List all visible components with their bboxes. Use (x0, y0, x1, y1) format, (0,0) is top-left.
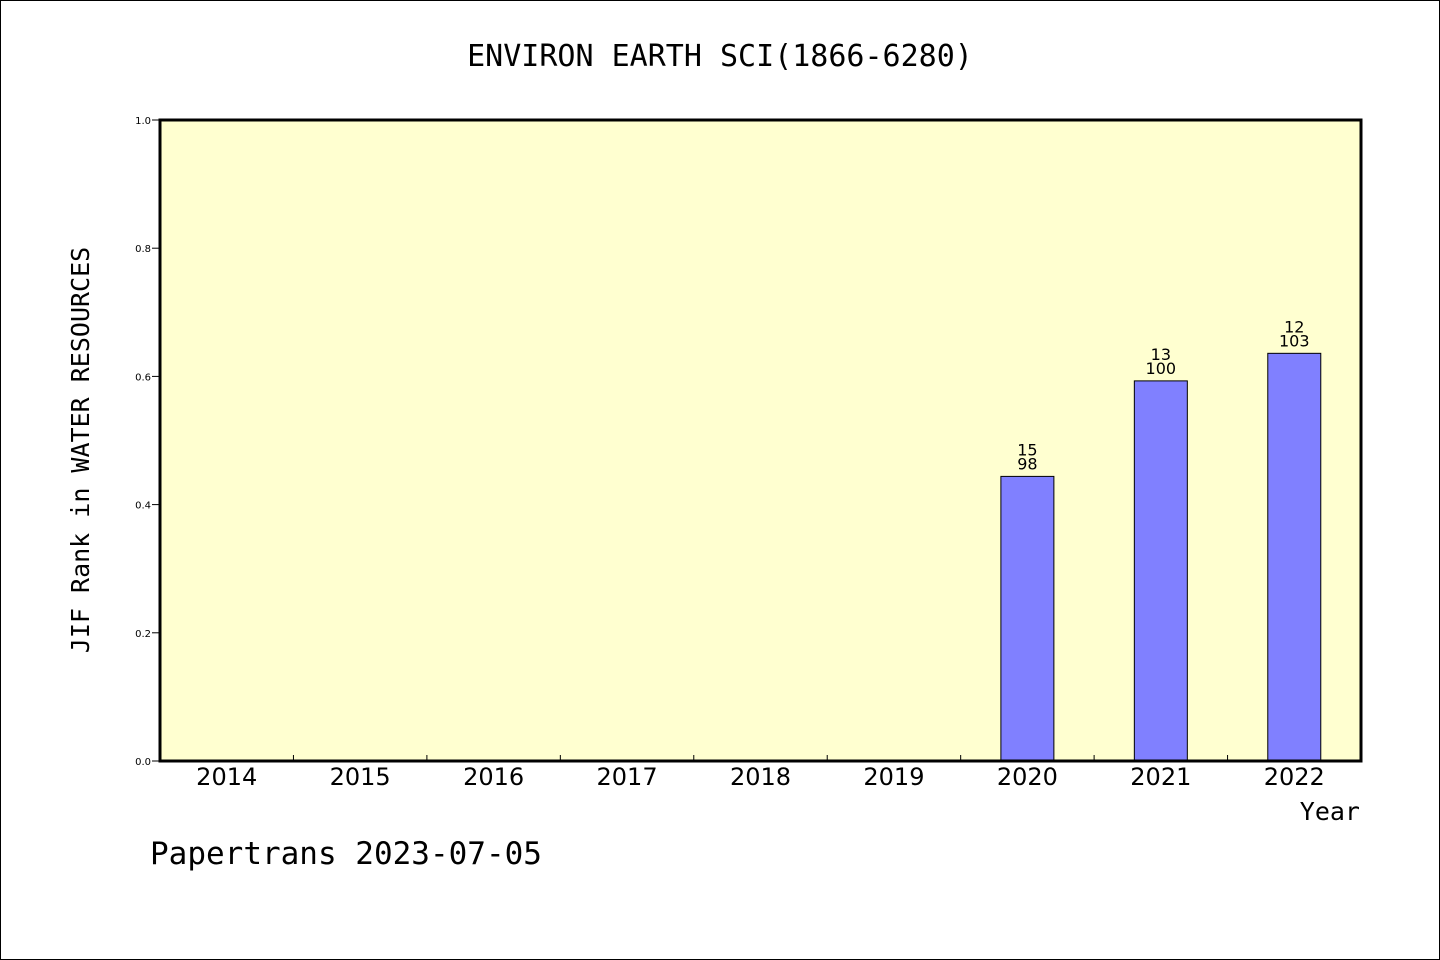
x-axis-label: Year (1300, 797, 1360, 826)
chart-title: ENVIRON EARTH SCI(1866-6280) (467, 39, 973, 74)
y-tick-label-0.8: 0.8 (135, 244, 151, 255)
x-tick-label-2019: 2019 (863, 763, 924, 791)
bar-2022 (1267, 352, 1322, 762)
y-tick-label-0.6: 0.6 (135, 372, 151, 383)
y-ticks-layer: 0.0 0.2 0.4 0.6 0.8 1.0 (135, 116, 160, 768)
x-ticks-layer: 2014 2015 2016 2017 2018 2019 2020 2021 2022 (196, 755, 1325, 791)
data-label-total-2022: 103 (1279, 331, 1310, 350)
footer-credit: Papertrans 2023-07-05 (150, 836, 542, 872)
x-tick-label-2021: 2021 (1130, 763, 1191, 791)
x-tick-label-2017: 2017 (597, 763, 658, 791)
y-axis-label: JIF Rank in WATER RESOURCES (66, 247, 95, 653)
y-tick-label-0.4: 0.4 (135, 501, 151, 512)
bars-layer (1000, 352, 1322, 762)
data-label-rank-2022: 12 (1284, 317, 1304, 336)
x-tick-label-2014: 2014 (196, 763, 257, 791)
x-tick-label-2018: 2018 (730, 763, 791, 791)
plot-border (158, 118, 1363, 763)
bar-2021 (1133, 380, 1188, 762)
y-tick-label-0.2: 0.2 (135, 629, 151, 640)
x-tick-label-2020: 2020 (997, 763, 1058, 791)
x-tick-label-2015: 2015 (330, 763, 391, 791)
x-tick-label-2022: 2022 (1264, 763, 1325, 791)
data-label-total-2020: 98 (1017, 454, 1037, 473)
bar-2020 (1000, 475, 1055, 762)
data-label-rank-2020: 15 (1017, 440, 1037, 459)
y-tick-label-1.0: 1.0 (135, 116, 151, 127)
data-label-rank-2021: 13 (1151, 345, 1171, 364)
y-tick-label-0.0: 0.0 (135, 757, 151, 768)
data-label-total-2021: 100 (1146, 359, 1177, 378)
x-tick-label-2016: 2016 (463, 763, 524, 791)
